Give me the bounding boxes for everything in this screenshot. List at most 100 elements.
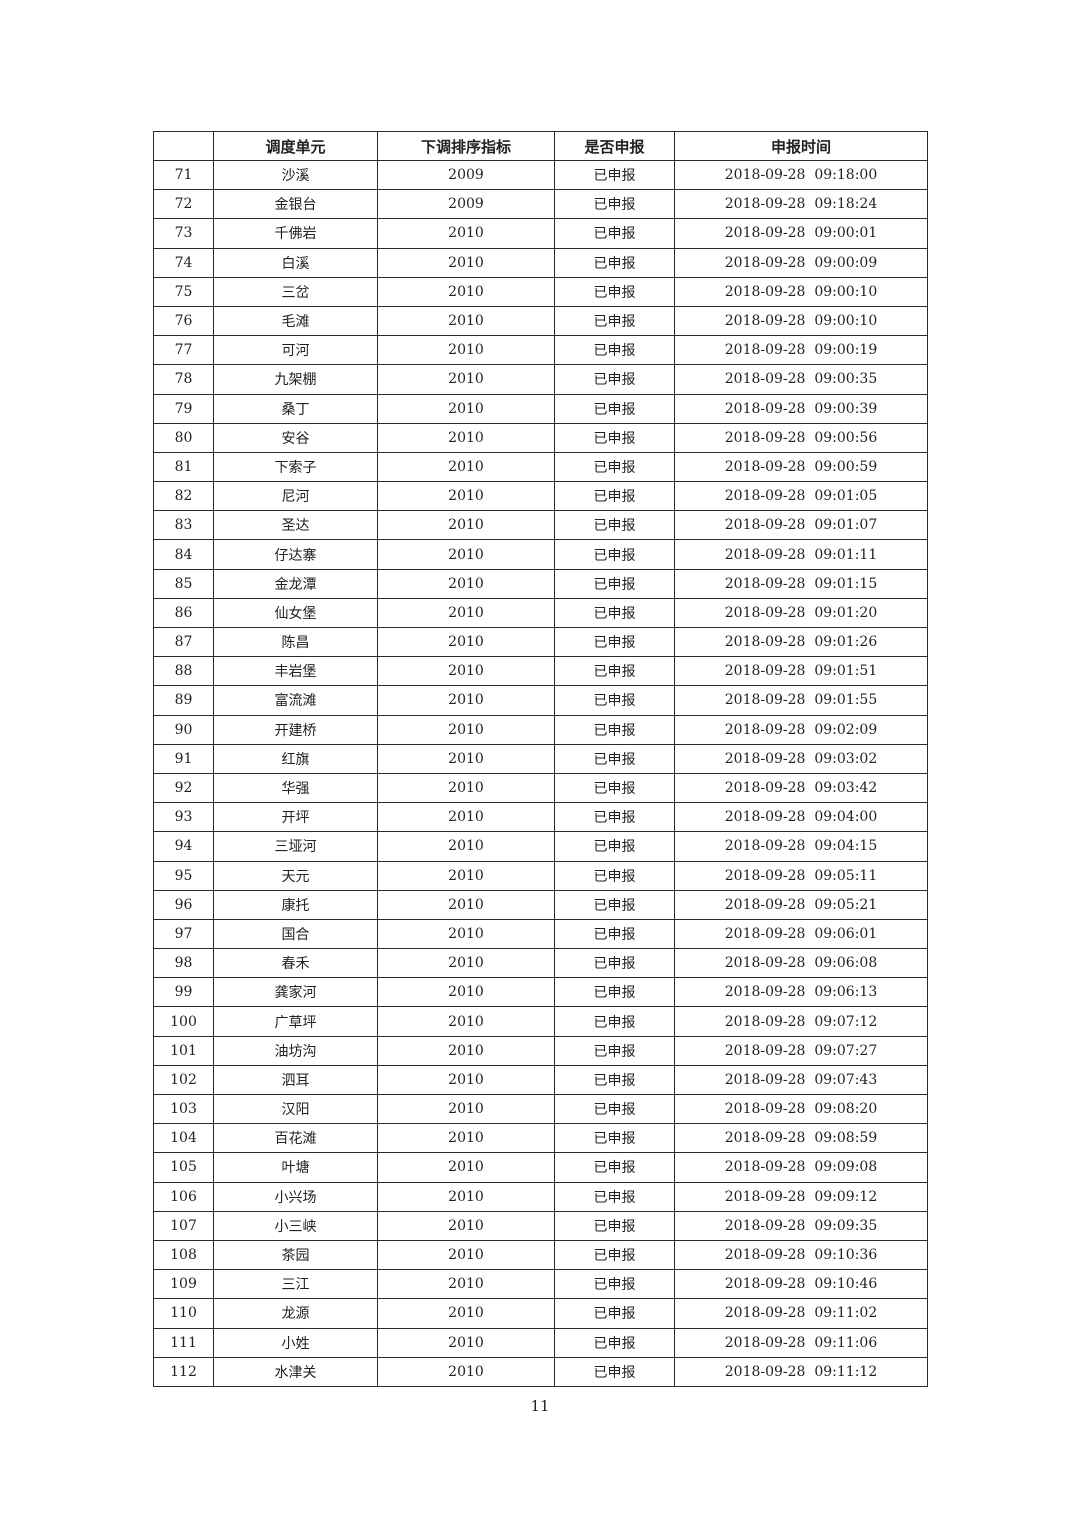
page-number: 11 (530, 1397, 550, 1415)
cell-dispatch-unit: 丰岩堡 (213, 656, 378, 687)
cell-rank-index: 2010 (377, 510, 555, 541)
cell-rank-index: 2009 (377, 159, 555, 191)
cell-index: 111 (153, 1327, 214, 1358)
cell-rank-index: 2010 (377, 1123, 555, 1154)
cell-rank-index: 2010 (377, 714, 555, 745)
cell-declared: 已申报 (554, 1093, 675, 1125)
cell-rank-index: 2010 (377, 1356, 555, 1387)
cell-rank-index: 2010 (377, 1239, 555, 1271)
cell-declaration-time: 2018-09-28 09:09:08 (674, 1152, 928, 1183)
cell-rank-index: 2010 (377, 481, 555, 512)
cell-declaration-time: 2018-09-28 09:00:59 (674, 451, 928, 483)
cell-dispatch-unit: 水津关 (213, 1356, 378, 1387)
cell-dispatch-unit: 三垭河 (213, 831, 378, 862)
cell-index: 103 (153, 1093, 214, 1125)
cell-dispatch-unit: 开建桥 (213, 714, 378, 745)
cell-declaration-time: 2018-09-28 09:05:21 (674, 889, 928, 920)
cell-index: 86 (153, 597, 214, 629)
cell-declared: 已申报 (554, 1356, 675, 1387)
cell-declaration-time: 2018-09-28 09:09:12 (674, 1181, 928, 1212)
cell-rank-index: 2010 (377, 539, 555, 570)
cell-rank-index: 2010 (377, 977, 555, 1008)
cell-declaration-time: 2018-09-28 09:07:12 (674, 1006, 928, 1037)
cell-rank-index: 2010 (377, 948, 555, 979)
cell-dispatch-unit: 龚家河 (213, 977, 378, 1008)
cell-index: 109 (153, 1269, 214, 1300)
cell-index: 83 (153, 510, 214, 541)
cell-declaration-time: 2018-09-28 09:00:19 (674, 335, 928, 366)
cell-dispatch-unit: 安谷 (213, 422, 378, 453)
cell-rank-index: 2009 (377, 189, 555, 220)
cell-rank-index: 2010 (377, 276, 555, 307)
cell-declared: 已申报 (554, 948, 675, 979)
cell-index: 106 (153, 1181, 214, 1212)
cell-index: 107 (153, 1210, 214, 1241)
cell-rank-index: 2010 (377, 685, 555, 716)
cell-declared: 已申报 (554, 510, 675, 541)
cell-dispatch-unit: 桑丁 (213, 393, 378, 424)
cell-rank-index: 2010 (377, 1298, 555, 1329)
cell-index: 73 (153, 218, 214, 249)
table-row: 107 小三峡 2010 已申报 2018-09-28 09:09:35 (153, 1210, 928, 1241)
dispatch-declaration-table: 调度单元 下调排序指标 是否申报 申报时间 71 沙溪 2009 已申报 2018-09… (153, 131, 928, 1387)
cell-dispatch-unit: 金银台 (213, 189, 378, 220)
cell-dispatch-unit: 下索子 (213, 451, 378, 483)
cell-declared: 已申报 (554, 1269, 675, 1300)
cell-declared: 已申报 (554, 247, 675, 278)
cell-declaration-time: 2018-09-28 09:00:10 (674, 276, 928, 307)
cell-dispatch-unit: 三岔 (213, 276, 378, 307)
cell-declaration-time: 2018-09-28 09:11:02 (674, 1298, 928, 1329)
cell-rank-index: 2010 (377, 218, 555, 249)
cell-dispatch-unit: 小兴场 (213, 1181, 378, 1212)
cell-declared: 已申报 (554, 1210, 675, 1241)
cell-declared: 已申报 (554, 597, 675, 629)
table-row: 102 泗耳 2010 已申报 2018-09-28 09:07:43 (153, 1064, 928, 1096)
cell-declaration-time: 2018-09-28 09:09:35 (674, 1210, 928, 1241)
cell-declaration-time: 2018-09-28 09:00:01 (674, 218, 928, 249)
cell-dispatch-unit: 华强 (213, 772, 378, 804)
table-row: 108 茶园 2010 已申报 2018-09-28 09:10:36 (153, 1239, 928, 1271)
table-row: 88 丰岩堡 2010 已申报 2018-09-28 09:01:51 (153, 656, 928, 687)
cell-rank-index: 2010 (377, 743, 555, 774)
cell-index: 79 (153, 393, 214, 424)
table-row: 89 富流滩 2010 已申报 2018-09-28 09:01:55 (153, 685, 928, 716)
header-dispatch-unit: 调度单元 (213, 131, 378, 161)
cell-declaration-time: 2018-09-28 09:04:00 (674, 802, 928, 833)
cell-index: 108 (153, 1239, 214, 1271)
cell-index: 112 (153, 1356, 214, 1387)
cell-declared: 已申报 (554, 393, 675, 424)
header-downward-rank-index: 下调排序指标 (377, 131, 555, 161)
cell-dispatch-unit: 泗耳 (213, 1064, 378, 1096)
cell-index: 97 (153, 918, 214, 950)
cell-dispatch-unit: 康托 (213, 889, 378, 920)
cell-dispatch-unit: 广草坪 (213, 1006, 378, 1037)
header-declared: 是否申报 (554, 131, 675, 161)
cell-index: 94 (153, 831, 214, 862)
cell-declaration-time: 2018-09-28 09:00:35 (674, 364, 928, 395)
cell-dispatch-unit: 尼河 (213, 481, 378, 512)
cell-declaration-time: 2018-09-28 09:11:12 (674, 1356, 928, 1387)
cell-index: 71 (153, 159, 214, 191)
cell-declared: 已申报 (554, 276, 675, 307)
cell-rank-index: 2010 (377, 831, 555, 862)
cell-index: 101 (153, 1035, 214, 1066)
table-row: 81 下索子 2010 已申报 2018-09-28 09:00:59 (153, 451, 928, 483)
cell-declared: 已申报 (554, 685, 675, 716)
cell-dispatch-unit: 国合 (213, 918, 378, 950)
cell-dispatch-unit: 龙源 (213, 1298, 378, 1329)
table-row: 73 千佛岩 2010 已申报 2018-09-28 09:00:01 (153, 218, 928, 249)
table-row: 87 陈昌 2010 已申报 2018-09-28 09:01:26 (153, 626, 928, 658)
cell-declaration-time: 2018-09-28 09:01:55 (674, 685, 928, 716)
cell-declaration-time: 2018-09-28 09:02:09 (674, 714, 928, 745)
cell-index: 91 (153, 743, 214, 774)
cell-rank-index: 2010 (377, 1093, 555, 1125)
cell-declared: 已申报 (554, 1064, 675, 1096)
table-row: 106 小兴场 2010 已申报 2018-09-28 09:09:12 (153, 1181, 928, 1212)
cell-declaration-time: 2018-09-28 09:00:09 (674, 247, 928, 278)
cell-dispatch-unit: 九架棚 (213, 364, 378, 395)
cell-declared: 已申报 (554, 218, 675, 249)
cell-rank-index: 2010 (377, 305, 555, 337)
cell-dispatch-unit: 春禾 (213, 948, 378, 979)
cell-dispatch-unit: 天元 (213, 860, 378, 891)
table-row: 110 龙源 2010 已申报 2018-09-28 09:11:02 (153, 1298, 928, 1329)
